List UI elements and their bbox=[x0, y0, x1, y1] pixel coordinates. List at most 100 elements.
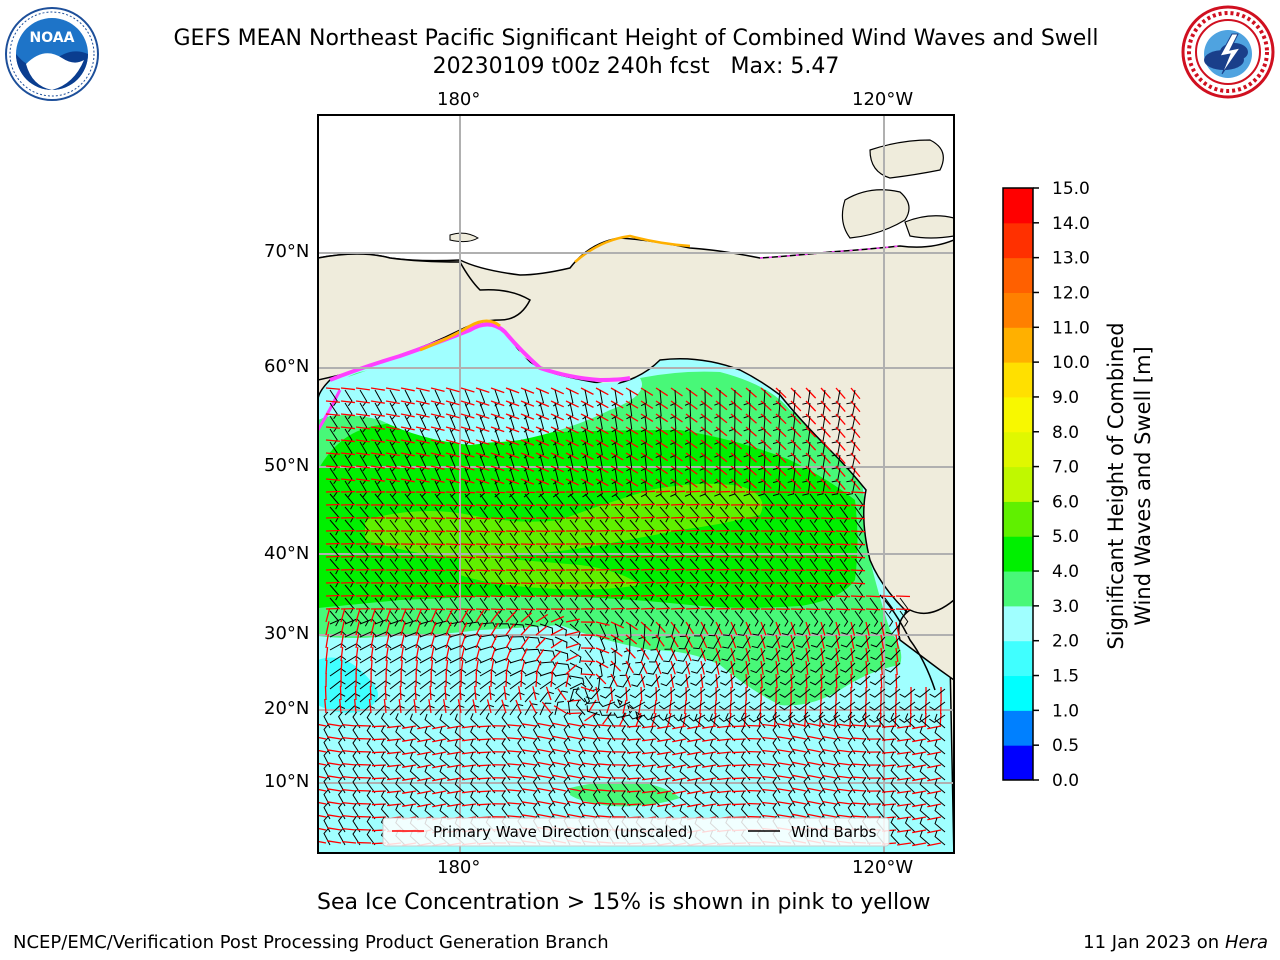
wind-barb bbox=[664, 765, 676, 781]
wave-direction-arrow bbox=[318, 749, 327, 753]
wind-barb bbox=[449, 558, 459, 575]
wave-direction-arrow bbox=[490, 647, 496, 662]
wave-direction-arrow bbox=[837, 736, 852, 740]
wave-direction-arrow bbox=[672, 751, 687, 756]
wind-barb bbox=[494, 415, 500, 433]
wind-barb bbox=[839, 675, 856, 686]
wind-barb bbox=[607, 802, 616, 820]
wave-direction-arrow bbox=[777, 801, 792, 805]
wave-direction-arrow bbox=[927, 829, 942, 834]
colorbar-tick-label: 0.5 bbox=[1052, 736, 1079, 756]
wind-barb bbox=[705, 675, 721, 686]
wave-direction-arrow bbox=[625, 400, 639, 409]
wind-barb bbox=[740, 803, 751, 820]
wave-direction-arrow bbox=[417, 803, 432, 808]
wind-barb bbox=[344, 597, 354, 614]
wind-barb bbox=[779, 506, 789, 523]
wave-direction-arrow bbox=[775, 387, 787, 399]
wind-barb bbox=[548, 750, 556, 768]
wind-barb bbox=[532, 711, 541, 729]
wave-direction-arrow bbox=[685, 660, 691, 675]
wave-direction-arrow bbox=[595, 647, 610, 654]
wind-barb bbox=[725, 765, 736, 781]
wind-barb bbox=[554, 493, 564, 510]
wind-barb bbox=[389, 389, 397, 407]
wave-direction-arrow bbox=[385, 647, 389, 662]
wind-barb bbox=[479, 680, 496, 690]
wind-barb bbox=[596, 480, 603, 498]
wave-direction-arrow bbox=[655, 542, 671, 545]
wave-direction-arrow bbox=[850, 673, 853, 689]
wind-barb bbox=[690, 675, 706, 686]
wave-direction-arrow bbox=[820, 608, 836, 611]
wind-barb bbox=[479, 441, 486, 459]
wave-direction-arrow bbox=[865, 647, 869, 662]
wave-direction-arrow bbox=[640, 503, 656, 506]
wind-barb bbox=[470, 804, 481, 820]
wave-direction-arrow bbox=[340, 465, 355, 469]
wind-barb bbox=[764, 597, 774, 614]
wind-barb bbox=[670, 415, 677, 432]
wind-barb bbox=[359, 680, 376, 690]
wind-barb bbox=[359, 389, 368, 407]
wave-direction-arrow bbox=[730, 634, 737, 649]
wind-barb bbox=[764, 506, 774, 523]
wave-direction-arrow bbox=[822, 813, 837, 818]
wind-barb bbox=[548, 737, 556, 755]
wind-barb bbox=[449, 610, 459, 627]
wind-barb bbox=[890, 712, 901, 729]
wave-direction-arrow bbox=[700, 555, 716, 558]
wind-barb bbox=[434, 506, 444, 523]
wind-barb bbox=[719, 688, 736, 698]
wind-barb bbox=[628, 713, 646, 720]
wave-direction-arrow bbox=[462, 738, 477, 742]
wind-barb bbox=[704, 493, 715, 510]
wind-barb bbox=[344, 668, 361, 677]
wave-direction-arrow bbox=[850, 582, 866, 585]
wind-barb bbox=[869, 610, 879, 627]
wave-direction-arrow bbox=[580, 478, 594, 486]
wind-barb bbox=[684, 454, 692, 471]
wind-barb bbox=[532, 776, 541, 794]
wave-direction-arrow bbox=[685, 529, 701, 532]
wave-direction-arrow bbox=[475, 426, 490, 432]
wave-direction-arrow bbox=[342, 827, 357, 831]
wave-direction-arrow bbox=[927, 790, 942, 795]
wave-direction-arrow bbox=[595, 660, 609, 669]
wave-direction-arrow bbox=[730, 452, 743, 463]
wind-barb bbox=[584, 662, 594, 679]
wave-direction-arrow bbox=[820, 478, 831, 490]
wave-direction-arrow bbox=[442, 699, 447, 714]
wave-direction-arrow bbox=[355, 426, 370, 430]
wave-direction-arrow bbox=[745, 465, 757, 476]
wave-direction-arrow bbox=[820, 582, 836, 585]
wind-barb bbox=[509, 647, 527, 654]
wave-direction-arrow bbox=[535, 660, 542, 675]
wind-barb bbox=[629, 610, 640, 627]
wave-direction-arrow bbox=[537, 748, 552, 753]
wind-barb bbox=[763, 714, 781, 723]
wave-direction-arrow bbox=[653, 699, 657, 714]
wind-barb bbox=[869, 662, 886, 673]
wind-barb bbox=[449, 519, 459, 536]
wind-barb bbox=[359, 545, 369, 562]
wave-direction-arrow bbox=[685, 413, 698, 423]
wind-barb bbox=[582, 415, 589, 433]
wind-barb bbox=[494, 584, 504, 601]
wave-direction-arrow bbox=[430, 413, 445, 419]
colorbar-frame bbox=[1002, 187, 1034, 781]
wind-barb bbox=[684, 389, 692, 406]
wind-barb bbox=[869, 597, 879, 614]
wind-barb bbox=[494, 519, 504, 536]
wave-direction-arrow bbox=[325, 516, 341, 519]
wave-direction-arrow bbox=[462, 790, 477, 794]
wind-barb bbox=[359, 692, 376, 703]
wind-barb bbox=[554, 662, 570, 671]
wave-direction-arrow bbox=[430, 439, 445, 445]
wave-direction-arrow bbox=[895, 647, 899, 662]
wave-direction-arrow bbox=[505, 491, 521, 494]
wave-direction-arrow bbox=[370, 439, 385, 443]
wind-barb bbox=[854, 519, 864, 536]
wind-barb bbox=[839, 584, 849, 601]
wind-barb bbox=[876, 738, 886, 755]
